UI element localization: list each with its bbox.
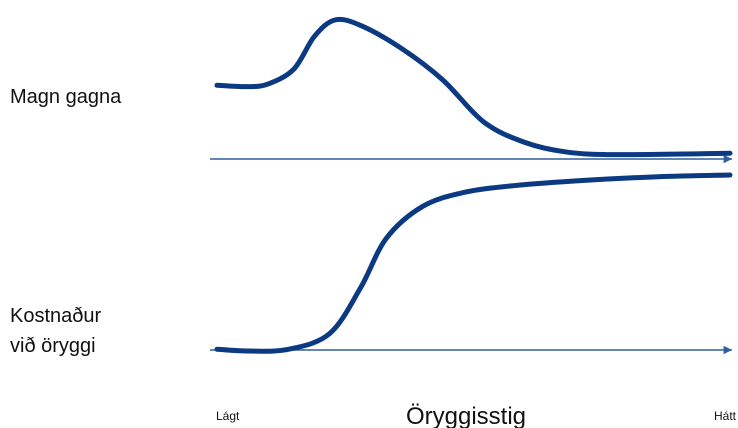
x-tick-left: Lágt: [216, 409, 240, 423]
panel-label-bottom-line2: við öryggi: [10, 335, 96, 357]
x-axis-title: Öryggisstig: [406, 403, 526, 428]
series-line-kostnadur: [214, 172, 733, 354]
panel-label-bottom-line1: Kostnaður: [10, 305, 102, 327]
series-line-magn-gagna: [214, 16, 733, 158]
panel-label-top: Magn gagna: [10, 86, 122, 108]
x-tick-right: Hátt: [714, 409, 737, 423]
